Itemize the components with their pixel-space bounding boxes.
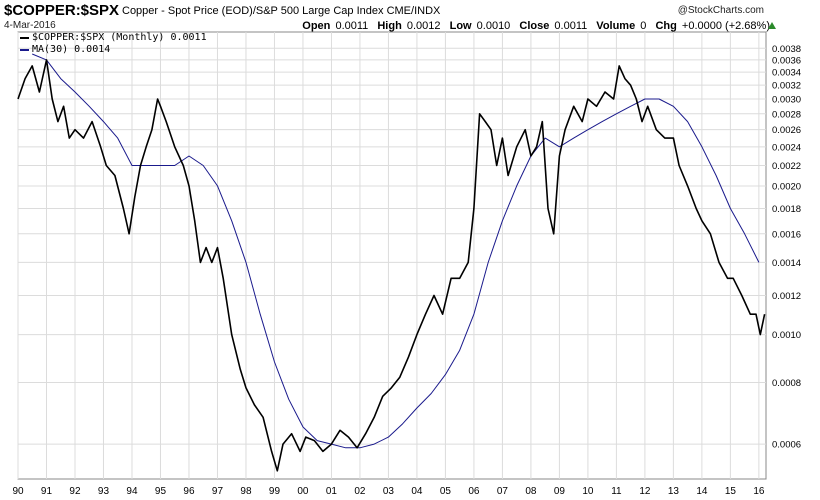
y-tick-label: 0.0018: [772, 204, 801, 215]
legend-swatch-price: [20, 37, 29, 39]
x-tick-label: 15: [725, 486, 737, 497]
x-gridlines: [17, 32, 760, 479]
x-tick-label: 90: [12, 486, 24, 497]
legend-item-price: $COPPER:$SPX (Monthly) 0.0011: [20, 32, 207, 44]
chg-label: Chg: [655, 20, 677, 32]
x-tick-label: 00: [297, 486, 309, 497]
x-tick-label: 05: [440, 486, 452, 497]
chart-date: 4-Mar-2016: [4, 20, 56, 31]
legend-label-ma: MA(30) 0.0014: [32, 44, 111, 55]
description-text: Copper - Spot Price (EOD)/S&P 500 Large …: [122, 5, 384, 17]
y-tick-label: 0.0006: [772, 440, 801, 451]
y-axis-labels: 0.0006 0.0008 0.0010 0.0012 0.0014 0.0016 0.00…: [772, 44, 801, 451]
x-tick-label: 10: [582, 486, 594, 497]
x-tick-label: 96: [183, 486, 195, 497]
y-tick-label: 0.0016: [772, 229, 801, 240]
symbol-title: $COPPER:$SPX: [4, 2, 120, 19]
legend-swatch-ma: [20, 49, 29, 51]
x-tick-label: 98: [240, 486, 252, 497]
x-tick-label: 07: [497, 486, 509, 497]
x-tick-label: 91: [41, 486, 53, 497]
y-tick-label: 0.0024: [772, 142, 801, 153]
y-tick-label: 0.0026: [772, 125, 801, 136]
close-label: Close: [519, 20, 550, 32]
y-tick-label: 0.0010: [772, 330, 801, 341]
low-label: Low: [449, 20, 472, 32]
close-value: 0.0011: [554, 20, 588, 32]
up-arrow-icon: [768, 22, 776, 29]
x-tick-label: 95: [155, 486, 167, 497]
legend: $COPPER:$SPX (Monthly) 0.0011 MA(30) 0.0…: [20, 32, 207, 56]
y-tick-label: 0.0014: [772, 258, 801, 269]
symbol-description: Copper - Spot Price (EOD)/S&P 500 Large …: [122, 5, 440, 17]
x-tick-label: 12: [639, 486, 651, 497]
x-tick-label: 08: [525, 486, 537, 497]
plot-area: [17, 31, 767, 480]
y-tick-label: 0.0028: [772, 109, 801, 120]
price-line: [17, 59, 766, 472]
ohlc-readout: Open 0.0011 High 0.0012 Low 0.0010 Close…: [302, 20, 770, 32]
x-tick-label: 04: [411, 486, 423, 497]
price-series: [17, 59, 766, 472]
y-tick-label: 0.0020: [772, 181, 801, 192]
volume-value: 0: [640, 20, 647, 32]
x-tick-label: 97: [212, 486, 224, 497]
high-value: 0.0012: [406, 20, 441, 32]
x-tick-label: 99: [269, 486, 281, 497]
volume-label: Volume: [596, 20, 636, 32]
open-value: 0.0011: [335, 20, 369, 32]
legend-label-price: $COPPER:$SPX (Monthly) 0.0011: [32, 32, 207, 43]
x-tick-label: 03: [383, 486, 395, 497]
high-label: High: [377, 20, 402, 32]
x-tick-label: 02: [354, 486, 366, 497]
x-tick-label: 14: [696, 486, 708, 497]
y-tick-label: 0.0032: [772, 81, 801, 92]
x-tick-label: 09: [554, 486, 566, 497]
y-tick-label: 0.0022: [772, 161, 801, 172]
x-tick-label: 13: [668, 486, 680, 497]
exchange-text: CME/INDX: [386, 5, 441, 17]
x-tick-label: 92: [69, 486, 81, 497]
x-tick-label: 11: [611, 486, 622, 497]
x-tick-label: 94: [126, 486, 138, 497]
x-tick-label: 93: [98, 486, 110, 497]
x-axis-labels: 90 91 92 93 94 95 96 97 98 99 00 01 02 03 04 05 06 07 08 09…: [12, 486, 764, 497]
y-tick-label: 0.0036: [772, 55, 801, 66]
y-tick-label: 0.0034: [772, 68, 801, 79]
legend-item-ma: MA(30) 0.0014: [20, 44, 207, 56]
x-tick-label: 06: [468, 486, 480, 497]
low-value: 0.0010: [476, 20, 511, 32]
open-label: Open: [302, 20, 331, 32]
x-tick-label: 01: [326, 486, 338, 497]
brand-label: @StockCharts.com: [677, 5, 764, 16]
x-tick-label: 16: [753, 486, 765, 497]
chart-header: $COPPER:$SPX Copper - Spot Price (EOD)/S…: [4, 2, 816, 32]
y-tick-label: 0.0038: [772, 44, 801, 55]
y-tick-label: 0.0012: [772, 291, 801, 302]
y-tick-label: 0.0008: [772, 378, 801, 389]
y-tick-label: 0.0030: [772, 94, 801, 105]
chg-value: +0.0000 (+2.68%): [681, 20, 770, 32]
